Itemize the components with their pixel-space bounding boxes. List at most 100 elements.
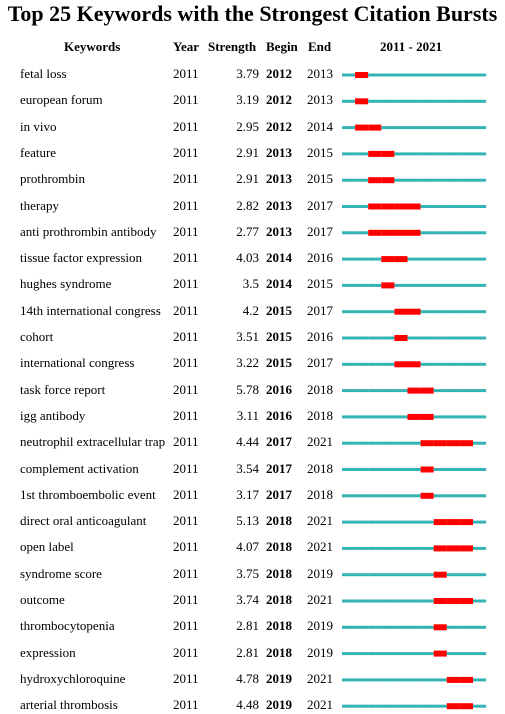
timeline-segment: [381, 99, 395, 103]
begin-year: 2012: [266, 118, 292, 134]
timeline-segment: [381, 494, 395, 498]
end-year: 2019: [307, 565, 333, 581]
timeline-segment: [473, 73, 487, 77]
timeline-segment: [459, 205, 473, 208]
timeline-segment: [407, 336, 421, 340]
chart-title: Top 25 Keywords with the Strongest Citat…: [7, 1, 498, 26]
header-strength: Strength: [208, 39, 257, 54]
timeline-segment: [342, 625, 356, 629]
timeline-segment: [355, 573, 369, 577]
timeline-segment: [355, 704, 369, 708]
end-year: 2021: [307, 670, 333, 686]
timeline-segment: [342, 73, 356, 77]
begin-year: 2018: [266, 513, 292, 529]
timeline-segment: [368, 336, 382, 340]
burst-segment: [368, 229, 382, 236]
burst-segment: [355, 72, 369, 78]
keyword-label: direct oral anticoagulant: [20, 513, 147, 529]
timeline-segment: [407, 599, 421, 603]
timeline-segment: [394, 468, 408, 471]
begin-year: 2016: [266, 407, 292, 423]
begin-year: 2014: [266, 250, 292, 266]
timeline-segment: [342, 546, 356, 550]
timeline-segment: [342, 415, 356, 419]
timeline-segment: [394, 652, 408, 656]
timeline-segment: [368, 520, 382, 524]
keyword-label: fetal loss: [20, 66, 67, 81]
strength-value: 4.48: [236, 697, 259, 713]
burst-segment: [433, 650, 447, 657]
burst-segment: [381, 229, 395, 236]
timeline-segment: [342, 599, 356, 603]
timeline-segment: [473, 468, 487, 471]
timeline-segment: [342, 494, 356, 498]
keyword-label: arterial thrombosis: [20, 697, 118, 713]
timeline-segment: [473, 678, 487, 682]
strength-value: 2.82: [236, 197, 259, 213]
timeline-segment: [459, 310, 473, 314]
begin-year: 2013: [266, 144, 292, 160]
timeline-segment: [446, 415, 460, 419]
timeline-segment: [446, 494, 460, 498]
strength-value: 3.54: [236, 460, 259, 476]
timeline-segment: [381, 573, 395, 577]
year-value: 2011: [173, 697, 199, 713]
timeline-segment: [394, 625, 408, 629]
begin-year: 2018: [266, 565, 292, 581]
keyword-label: prothrombin: [20, 171, 85, 187]
timeline-segment: [446, 389, 460, 393]
timeline-segment: [420, 599, 434, 603]
timeline-segment: [407, 678, 421, 682]
timeline-segment: [368, 652, 382, 656]
timeline-segment: [355, 178, 369, 182]
timeline-segment: [368, 415, 382, 419]
timeline-segment: [459, 389, 473, 393]
timeline-segment: [446, 625, 460, 629]
burst-segment: [446, 440, 460, 447]
timeline-segment: [433, 257, 447, 261]
burst-segment: [394, 335, 408, 341]
timeline-segment: [368, 625, 382, 629]
timeline-segment: [433, 231, 447, 235]
timeline-segment: [355, 546, 369, 550]
timeline-segment: [394, 573, 408, 577]
timeline-segment: [459, 625, 473, 629]
begin-year: 2017: [266, 460, 292, 476]
timeline-segment: [433, 362, 447, 366]
timeline-segment: [368, 310, 382, 314]
timeline-segment: [407, 520, 421, 524]
timeline-segment: [381, 362, 395, 366]
timeline-segment: [355, 678, 369, 682]
end-year: 2015: [307, 171, 333, 187]
burst-segment: [355, 98, 369, 105]
end-year: 2018: [307, 407, 333, 423]
timeline-segment: [355, 310, 369, 314]
burst-segment: [381, 150, 395, 157]
end-year: 2015: [307, 276, 333, 292]
timeline-segment: [433, 310, 447, 314]
strength-value: 3.5: [242, 276, 259, 292]
header-begin: Begin: [266, 39, 298, 54]
timeline-segment: [342, 468, 356, 471]
keyword-label: anti prothrombin antibody: [20, 223, 157, 239]
header-year: Year: [173, 39, 199, 54]
timeline-segment: [342, 257, 356, 261]
keyword-label: task force report: [20, 381, 106, 397]
burst-segment: [420, 387, 434, 394]
timeline-segment: [433, 415, 447, 419]
timeline-segment: [381, 468, 395, 471]
timeline-segment: [368, 573, 382, 577]
timeline-segment: [342, 573, 356, 577]
timeline-segment: [381, 678, 395, 682]
timeline-segment: [473, 415, 487, 419]
timeline-segment: [420, 625, 434, 629]
begin-year: 2014: [266, 276, 292, 292]
keyword-label: complement activation: [20, 460, 139, 476]
timeline-segment: [342, 205, 356, 208]
timeline-segment: [446, 336, 460, 340]
timeline-segment: [342, 336, 356, 340]
timeline-segment: [381, 73, 395, 77]
timeline-segment: [368, 283, 382, 287]
strength-value: 3.19: [236, 92, 259, 108]
